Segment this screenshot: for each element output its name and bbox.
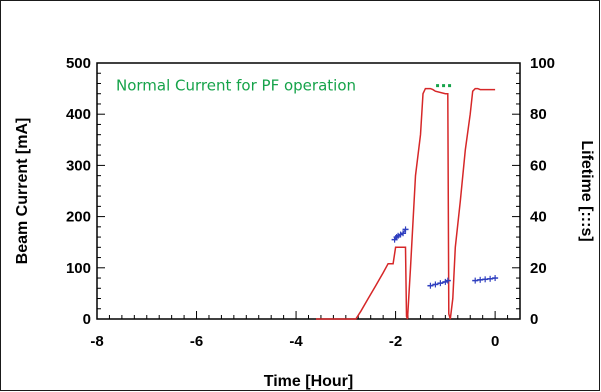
left-axis: 0 100 200 300 400 500 [66,55,105,328]
plot-area [96,62,521,320]
y-tick-label: 300 [66,157,91,174]
y-tick-label: 500 [66,55,91,72]
x-axis-title: Time [Hour] [264,373,353,390]
y2-tick-label: 20 [530,260,547,277]
y-tick-label: 400 [66,106,91,123]
x-tick-label: -2 [389,333,402,350]
lifetime-line [394,229,407,240]
normal-current-annotation: Normal Current for PF operation [116,77,356,95]
x-tick-label: -6 [190,333,203,350]
y-tick-label: 100 [66,260,91,277]
y2-axis-title: Lifetime [:::s] [578,140,595,241]
lifetime-line [430,280,449,287]
y2-tick-label: 40 [530,209,547,226]
y-tick-label: 200 [66,209,91,226]
series-layer [316,87,499,320]
x-tick-label: -4 [289,333,303,350]
lifetime-line [475,277,496,282]
y2-tick-label: 80 [530,106,547,123]
x-tick-label: 0 [491,333,499,350]
right-axis: 0 20 40 60 80 100 [512,55,555,328]
y2-tick-label: 0 [530,311,538,328]
beam-current-line [316,87,496,320]
y-tick-label: 0 [83,311,91,328]
bottom-axis: -8 -6 -4 -2 0 [90,311,521,350]
y2-tick-label: 100 [530,55,555,72]
x-tick-label: -8 [90,333,103,350]
y2-tick-label: 60 [530,157,547,174]
y-axis-title: Beam Current [mA] [14,118,31,265]
